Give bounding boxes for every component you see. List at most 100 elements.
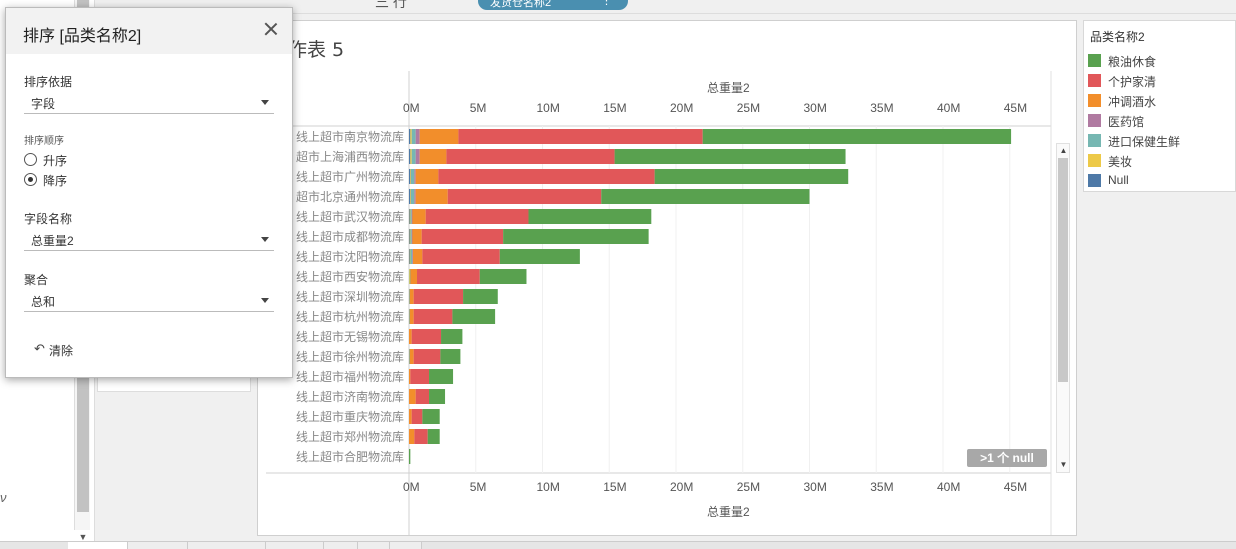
sheet-tab-bar (0, 541, 1236, 549)
x-tick-label: 35M (870, 101, 894, 115)
left-scroll-down-icon[interactable]: ▼ (78, 532, 88, 542)
sheet-tab[interactable] (390, 542, 422, 549)
radio-ascending-label: 升序 (43, 154, 68, 168)
sort-by-label: 排序依据 (24, 75, 73, 89)
legend-swatch (1088, 74, 1101, 87)
bar-segment (415, 149, 420, 164)
aggregation-value: 总和 (31, 295, 56, 309)
chart-scroll-thumb[interactable] (1058, 158, 1068, 382)
chevron-down-icon (261, 100, 269, 105)
close-icon[interactable] (262, 20, 280, 38)
x-tick-label: 0M (403, 480, 420, 494)
sort-order-label: 排序顺序 (24, 136, 64, 147)
category-label: 线上超市广州物流库 (295, 170, 404, 184)
rows-pill-label: 发货仓名称2 (490, 0, 552, 9)
legend-item[interactable]: 医药馆 (1088, 111, 1233, 131)
legend-swatch (1088, 174, 1101, 187)
sort-by-value: 字段 (31, 97, 56, 111)
legend-item[interactable]: 粮油休食 (1088, 51, 1233, 71)
bar-segment (614, 149, 846, 164)
sort-dialog-title: 排序 [品类名称2] (23, 28, 142, 45)
bar-segment (409, 289, 414, 304)
bar-segment (410, 269, 418, 284)
bar-segment (463, 289, 498, 304)
bar-segment (412, 209, 426, 224)
category-label: 线上超市无锡物流库 (295, 330, 404, 344)
bar-segment (409, 289, 410, 304)
sheet-tab[interactable] (68, 542, 128, 549)
clear-button[interactable]: ↶ 清除 (34, 341, 94, 359)
bar-segment (415, 129, 420, 144)
bar-segment (479, 269, 527, 284)
aggregation-label: 聚合 (24, 273, 49, 287)
x-tick-label: 45M (1003, 480, 1028, 494)
field-name-select[interactable]: 总重量2 (24, 227, 274, 251)
bar-segment (413, 349, 441, 364)
bar-segment (412, 249, 414, 264)
legend-swatch (1088, 94, 1101, 107)
bar-segment (528, 209, 652, 224)
legend-item[interactable]: Null (1088, 171, 1233, 191)
bar-segment (409, 309, 414, 324)
x-tick-label: 10M (536, 101, 560, 115)
bar-segment (410, 249, 413, 264)
x-tick-label: 30M (803, 101, 827, 115)
radio-button[interactable] (24, 173, 37, 186)
sheet-tab[interactable] (358, 542, 390, 549)
bar-chart (266, 71, 1052, 535)
bar-segment (422, 249, 500, 264)
bar-segment (409, 129, 411, 144)
legend-item[interactable]: 进口保健生鲜 (1088, 131, 1233, 151)
bar-segment (427, 429, 440, 444)
legend-item[interactable]: 冲调酒水 (1088, 91, 1233, 111)
chart-vertical-scrollbar[interactable]: ▲ ▼ (1056, 143, 1070, 473)
legend-item[interactable]: 美妆 (1088, 151, 1233, 171)
bar-segment (429, 389, 446, 404)
sort-by-select[interactable]: 字段 (24, 90, 274, 114)
bar-segment (422, 409, 440, 424)
legend-swatch (1088, 54, 1101, 67)
x-axis-title: 总重量2 (707, 81, 750, 95)
category-label: 线上超市重庆物流库 (295, 410, 404, 424)
bar-segment (438, 169, 655, 184)
bar-segment (409, 209, 411, 224)
bar-segment (409, 369, 411, 384)
field-name-label: 字段名称 (24, 212, 73, 226)
radio-descending[interactable]: 降序 (24, 172, 144, 188)
bar-segment (409, 229, 411, 244)
category-label: 线上超市徐州物流库 (295, 350, 404, 364)
bar-segment (429, 369, 454, 384)
bar-segment (411, 129, 416, 144)
bar-segment (414, 189, 416, 204)
pill-menu-icon[interactable]: ⋮ (601, 0, 612, 7)
bar-segment (411, 329, 442, 344)
bar-segment (503, 229, 649, 244)
bar-segment (419, 129, 459, 144)
bar-segment (410, 369, 430, 384)
sheet-tab[interactable] (188, 542, 266, 549)
legend-label: 粮油休食 (1108, 55, 1157, 69)
rows-pill-warehouse[interactable]: 发货仓名称2 ⋮ (478, 0, 628, 10)
category-label: 线上超市成都物流库 (295, 230, 404, 244)
scroll-up-icon[interactable]: ▲ (1059, 146, 1068, 155)
radio-ascending[interactable]: 升序 (24, 152, 144, 168)
aggregation-select[interactable]: 总和 (24, 288, 274, 312)
radio-button[interactable] (24, 153, 37, 166)
legend-item[interactable]: 个护家清 (1088, 71, 1233, 91)
x-tick-label: 15M (603, 101, 627, 115)
null-indicator-badge[interactable]: >1 个 null (967, 449, 1047, 467)
bar-segment (411, 169, 415, 184)
bar-segment (447, 189, 602, 204)
legend-swatch (1088, 154, 1101, 167)
bar-segment (409, 229, 410, 244)
sheet-tab[interactable] (128, 542, 188, 549)
category-label: 线上超市南京物流库 (295, 130, 404, 144)
scroll-down-icon[interactable]: ▼ (1059, 460, 1068, 469)
sheet-tab[interactable] (324, 542, 358, 549)
bar-segment (409, 249, 411, 264)
category-label: 线上超市合肥物流库 (295, 450, 404, 464)
sheet-tab[interactable] (266, 542, 324, 549)
bar-segment (499, 249, 580, 264)
category-label: 线上超市福州物流库 (295, 370, 404, 384)
undo-icon: ↶ (34, 341, 45, 356)
